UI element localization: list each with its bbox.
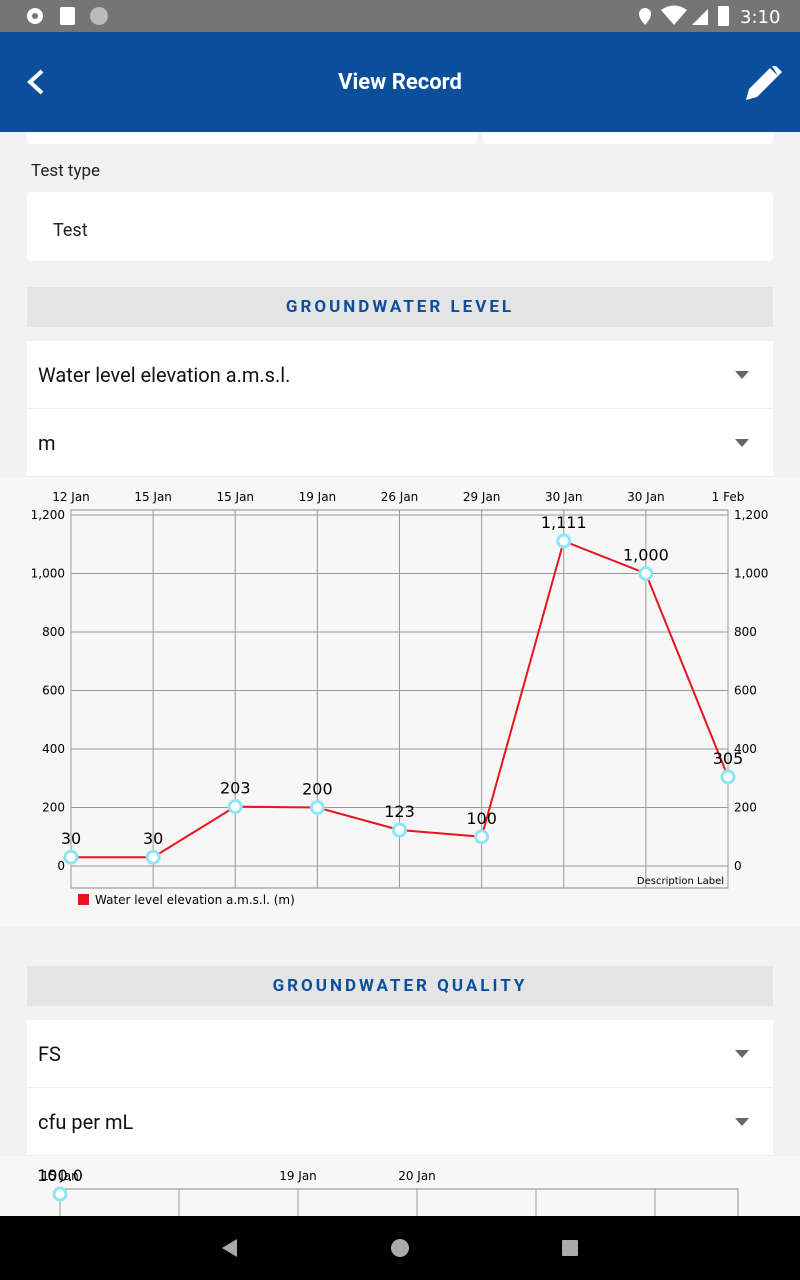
x-tick-label: 15 Jan: [134, 490, 172, 504]
legend-swatch: [78, 894, 89, 905]
field-label: Test type: [31, 161, 101, 181]
legend-label: Water level elevation a.m.s.l. (m): [95, 893, 295, 907]
dropdown-text: cfu per mL: [38, 1110, 134, 1134]
back-button[interactable]: [24, 68, 48, 96]
data-point: [556, 533, 572, 549]
section-title: GROUNDWATER QUALITY: [27, 966, 773, 1006]
x-tick-label: 15 Jan: [41, 1169, 79, 1183]
plot-frame: [59, 1188, 739, 1216]
data-point: [52, 1186, 68, 1202]
dropdown-text: Water level elevation a.m.s.l.: [38, 363, 291, 387]
dropdown[interactable]: FS: [27, 1020, 773, 1088]
y2-tick-label: 600: [734, 684, 757, 698]
x-tick-label: 19 Jan: [299, 490, 337, 504]
dropdown-text: m: [38, 431, 56, 455]
field-box: Test: [27, 192, 773, 261]
x-tick-label: 1 Feb: [712, 490, 745, 504]
card-edge: [27, 132, 477, 144]
data-label: 203: [220, 779, 251, 798]
data-label: 30: [143, 829, 163, 848]
y-tick-label: 800: [42, 625, 65, 639]
dropdown-text: FS: [38, 1042, 61, 1066]
x-tick-label: 19 Jan: [279, 1169, 317, 1183]
nav-icons: [222, 1239, 578, 1257]
status-time: 3:10: [740, 7, 780, 28]
data-point: [474, 829, 490, 845]
chart: 15 Jan 19 Jan 20 Jan 100.0: [0, 1156, 800, 1216]
card-edge: [483, 132, 773, 144]
data-label: 100.0: [37, 1166, 83, 1185]
y2-tick-label: 800: [734, 625, 757, 639]
y-tick-label: 0: [57, 859, 65, 873]
edit-button[interactable]: [744, 64, 784, 104]
y-tick-label: 1,000: [31, 567, 65, 581]
y-tick-label: 600: [42, 684, 65, 698]
nav-back[interactable]: [222, 1239, 237, 1257]
nav-recents[interactable]: [562, 1240, 578, 1256]
x-tick-label: 30 Jan: [545, 490, 583, 504]
chart: 0 0 200 200 400 400 600 600 800 800 1,000 1,000 1,20…: [0, 477, 800, 927]
data-label: 30: [61, 829, 81, 848]
data-label: 1,000: [623, 546, 669, 565]
data-point: [720, 769, 736, 785]
data-point: [309, 800, 325, 815]
status-bar: 3:10: [0, 0, 800, 32]
x-tick-label: 29 Jan: [463, 490, 501, 504]
data-point: [145, 849, 161, 865]
data-point: [227, 799, 243, 815]
app-bar: View Record: [0, 32, 800, 132]
section-title: GROUNDWATER LEVEL: [27, 287, 773, 327]
data-point: [638, 566, 654, 581]
data-label: 100: [466, 809, 497, 828]
field-value: Test: [53, 220, 88, 241]
x-tick-label: 30 Jan: [627, 490, 665, 504]
nav-bar: [0, 1216, 800, 1280]
y-tick-label: 1,200: [31, 508, 65, 522]
y-tick-label: 200: [42, 801, 65, 815]
y2-tick-label: 400: [734, 742, 757, 756]
x-tick-label: 12 Jan: [52, 490, 90, 504]
status-icons: 3:10: [27, 5, 780, 28]
data-label: 123: [384, 802, 415, 821]
nav-home[interactable]: [391, 1239, 409, 1257]
x-tick-label: 15 Jan: [216, 490, 254, 504]
data-point: [63, 849, 79, 865]
y2-tick-label: 200: [734, 801, 757, 815]
dropdown[interactable]: m: [27, 409, 773, 477]
y2-tick-label: 1,000: [734, 567, 768, 581]
data-label: 200: [302, 780, 333, 799]
y2-tick-label: 0: [734, 859, 742, 873]
dropdown[interactable]: cfu per mL: [27, 1088, 773, 1156]
annotation: Description Label: [637, 876, 724, 887]
x-tick-label: 26 Jan: [381, 490, 419, 504]
y-tick-label: 400: [42, 742, 65, 756]
x-tick-label: 20 Jan: [398, 1169, 436, 1183]
data-label: 1,111: [541, 513, 587, 532]
data-label: 305: [713, 749, 744, 768]
y2-tick-label: 1,200: [734, 508, 768, 522]
data-point: [392, 822, 407, 838]
dropdown[interactable]: Water level elevation a.m.s.l.: [27, 341, 773, 409]
app-title: View Record: [338, 70, 462, 95]
